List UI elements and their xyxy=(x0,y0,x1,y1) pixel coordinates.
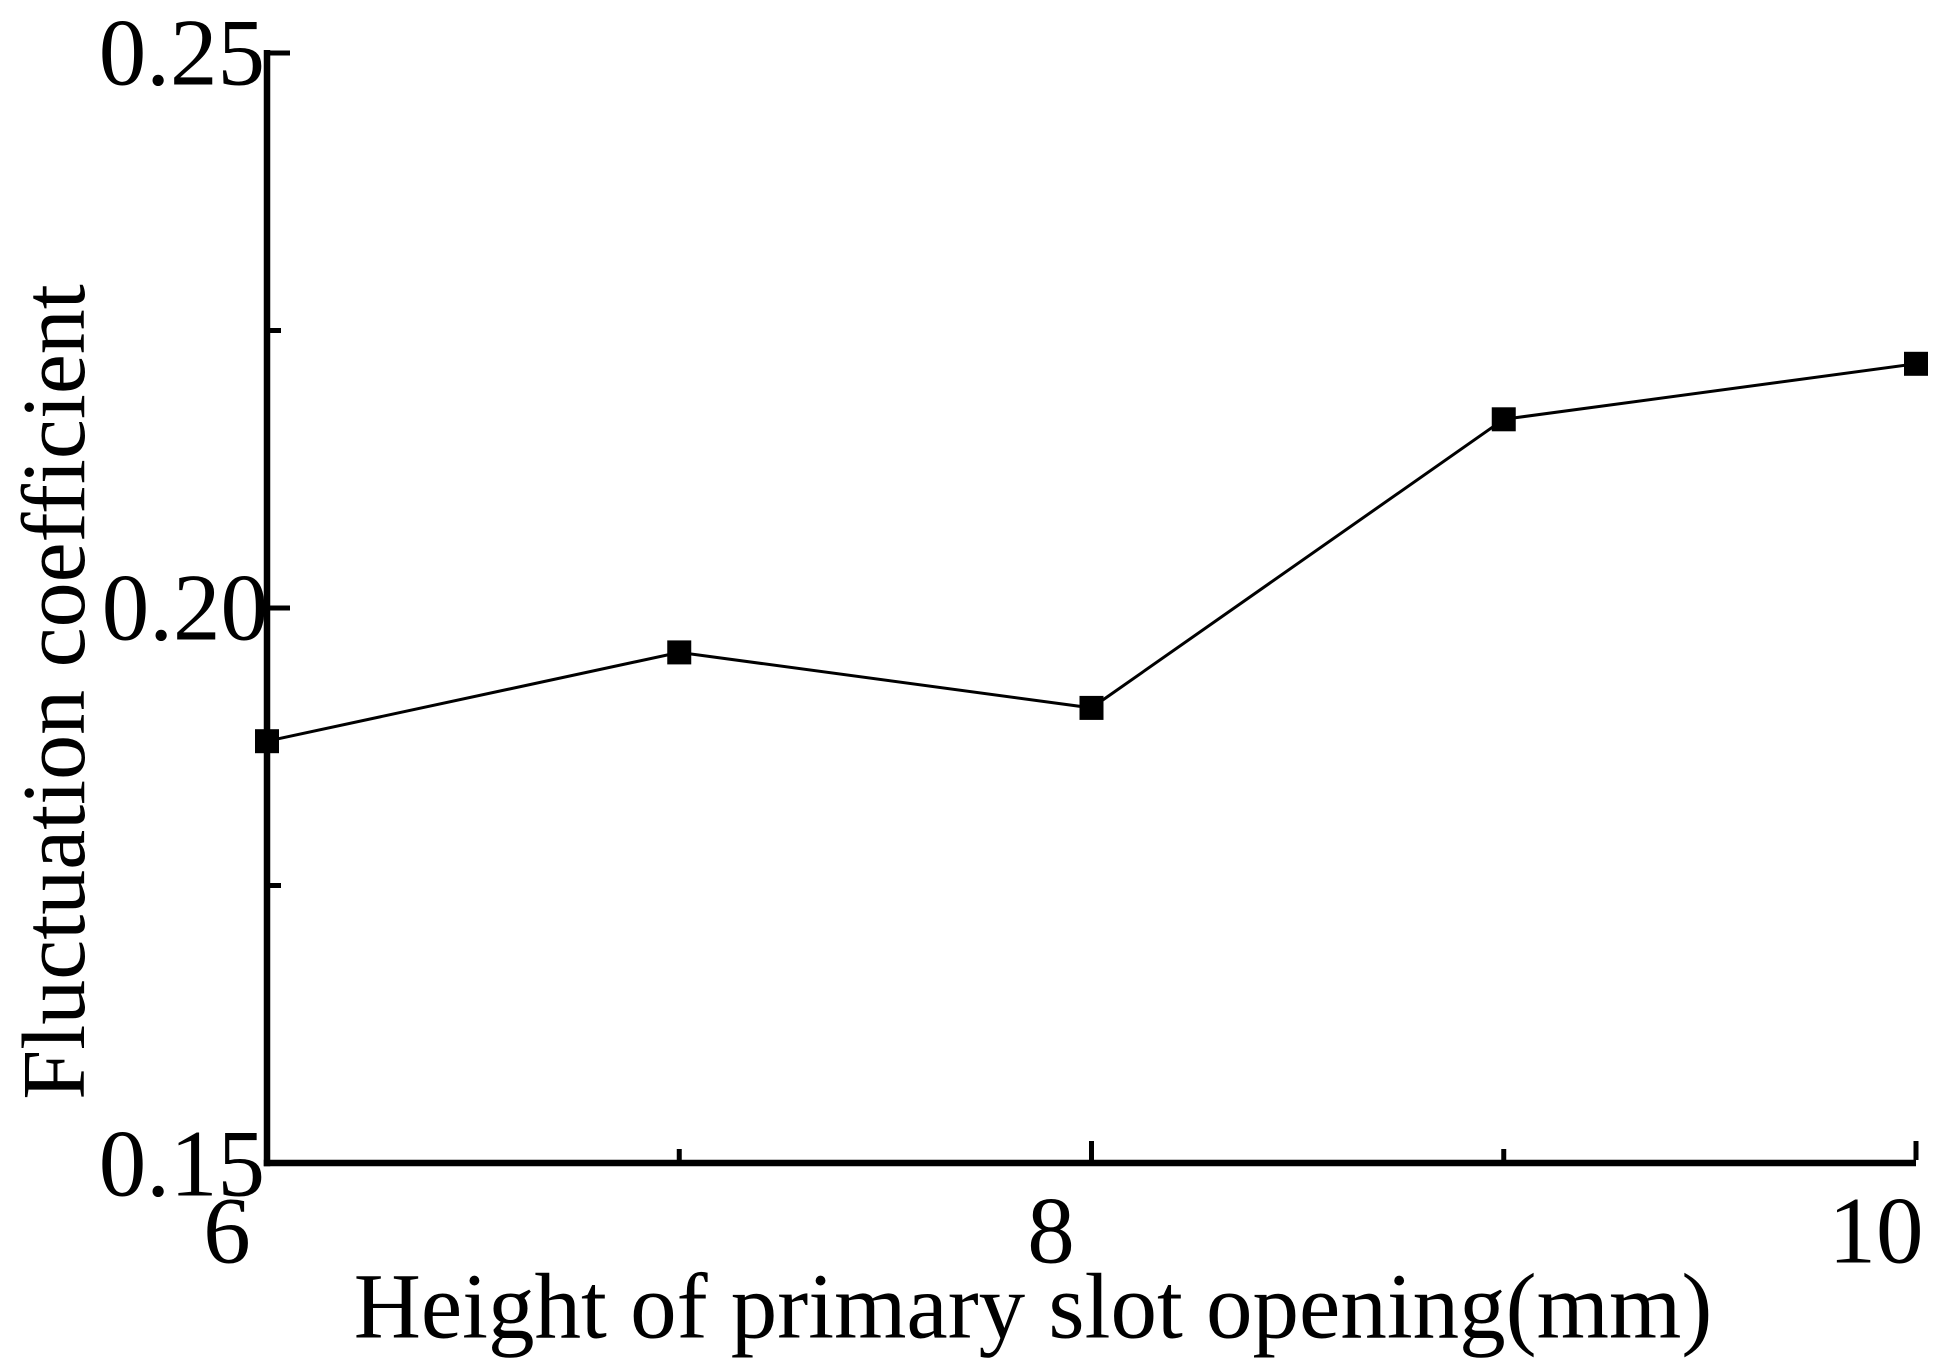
x-axis-title: Height of primary slot opening(mm) xyxy=(353,1255,1713,1359)
data-point-marker xyxy=(1904,351,1928,376)
series-line xyxy=(266,362,1917,743)
x-tick-label-6: 6 xyxy=(203,1177,251,1284)
data-point-marker xyxy=(1491,407,1516,432)
y-tick-label-0.15: 0.15 xyxy=(98,1110,265,1217)
x-tick-label-8: 8 xyxy=(1027,1177,1075,1284)
y-tick-label-0.20: 0.20 xyxy=(101,554,268,661)
x-tick-label-10: 10 xyxy=(1828,1177,1924,1284)
y-axis-title: Fluctuation coefficient xyxy=(5,284,104,1100)
data-point-marker xyxy=(667,640,692,665)
y-tick-label-0.25: 0.25 xyxy=(98,0,265,106)
data-point-marker xyxy=(1079,695,1104,720)
data-point-marker xyxy=(255,729,279,754)
